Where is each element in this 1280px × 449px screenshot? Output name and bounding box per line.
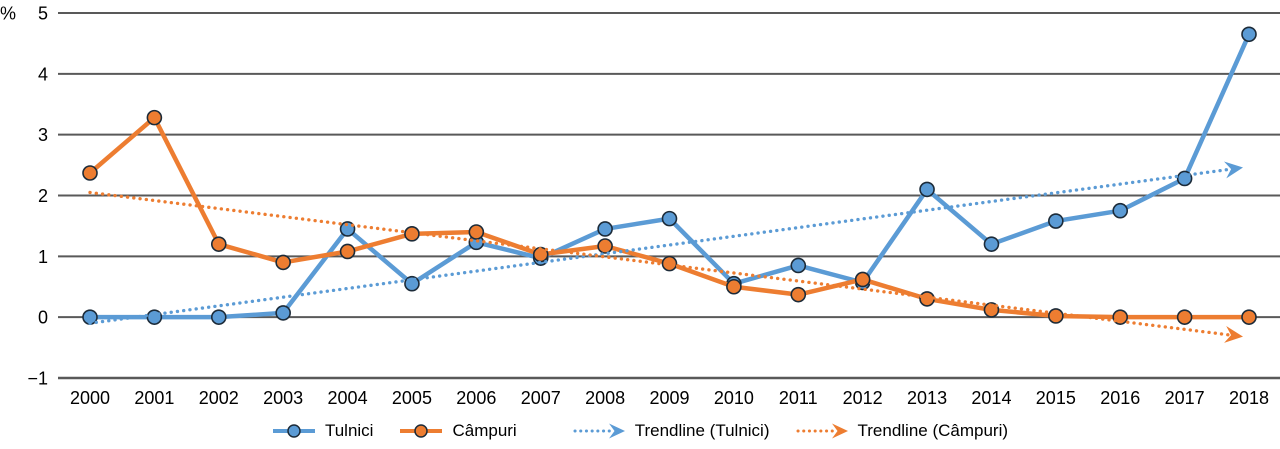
legend-item-tulnici: Tulnici [272, 420, 374, 441]
svg-text:−1: −1 [27, 369, 48, 389]
legend-item-trendline-tulnici: Trendline (Tulnici) [573, 421, 770, 441]
svg-text:2015: 2015 [1036, 388, 1076, 408]
svg-text:2005: 2005 [392, 388, 432, 408]
svg-text:2001: 2001 [134, 388, 174, 408]
svg-text:2012: 2012 [843, 388, 883, 408]
legend-item-campuri: Câmpuri [399, 420, 517, 441]
chart-legend: Tulnici Câmpuri Trendline (Tulnici) Tren… [0, 412, 1280, 449]
legend-label-campuri: Câmpuri [452, 420, 517, 440]
svg-text:2018: 2018 [1229, 388, 1269, 408]
svg-text:1: 1 [38, 247, 48, 267]
legend-label-tulnici: Tulnici [324, 420, 374, 440]
svg-text:3: 3 [38, 125, 48, 145]
svg-text:2014: 2014 [971, 388, 1011, 408]
chart-canvas: −1 0 1 2 3 4 5% 2000 2001 2002 2003 2004 2005 2006 200… [0, 4, 1280, 408]
svg-text:2004: 2004 [328, 388, 368, 408]
svg-text:2007: 2007 [521, 388, 561, 408]
svg-text:2008: 2008 [585, 388, 625, 408]
svg-text:2: 2 [38, 186, 48, 206]
svg-text:2006: 2006 [456, 388, 496, 408]
svg-text:%: % [0, 4, 16, 24]
svg-text:2010: 2010 [714, 388, 754, 408]
svg-text:2003: 2003 [263, 388, 303, 408]
svg-text:2011: 2011 [779, 388, 818, 408]
legend-label-trendline-campuri: Trendline (Câmpuri) [857, 420, 1009, 440]
svg-text:5: 5 [38, 4, 48, 24]
svg-text:2013: 2013 [907, 388, 947, 408]
svg-text:2002: 2002 [199, 388, 239, 408]
campuri-line-marker-swatch [400, 423, 443, 438]
svg-text:0: 0 [38, 308, 48, 328]
svg-text:4: 4 [38, 64, 48, 84]
trendline-campuri-arrow-swatch [796, 423, 848, 438]
legend-item-trendline-campuri: Trendline (Câmpuri) [796, 420, 1009, 441]
tulnici-line-marker-swatch [272, 423, 315, 438]
svg-text:2016: 2016 [1100, 388, 1140, 408]
trendline-tulnici-arrow-swatch [573, 423, 625, 438]
svg-text:2017: 2017 [1165, 388, 1205, 408]
svg-text:2000: 2000 [70, 388, 110, 408]
svg-text:2009: 2009 [649, 388, 689, 408]
legend-label-trendline-tulnici: Trendline (Tulnici) [634, 420, 770, 440]
